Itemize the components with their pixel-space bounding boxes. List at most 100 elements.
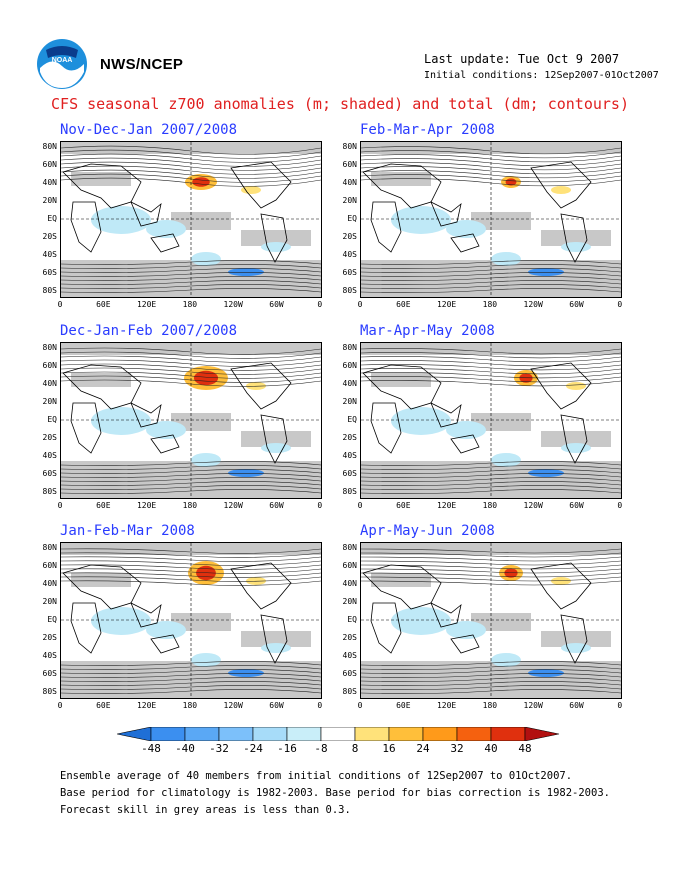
lat-tick-label: 80S — [42, 487, 57, 496]
lon-tick-label: 180 — [182, 501, 198, 510]
lat-tick-label: 40N — [42, 379, 57, 388]
lat-tick-label: 60S — [42, 268, 57, 277]
lon-tick-label: 60E — [396, 300, 411, 309]
colorbar-label: 48 — [518, 742, 532, 755]
lon-tick-label: 120W — [523, 501, 543, 510]
lon-tick-label: 60E — [96, 701, 111, 710]
lon-tick-label: 180 — [482, 701, 498, 710]
panel-title: Apr-May-Jun 2008 — [360, 523, 495, 539]
colorbar-swatch — [117, 727, 152, 741]
lon-tick-label: 60W — [569, 501, 584, 510]
lat-tick-label: 20N — [342, 597, 357, 606]
lon-tick-label: 0 — [57, 300, 63, 309]
colorbar-swatch — [218, 727, 254, 741]
lon-tick-label: 0 — [317, 300, 323, 309]
logo-text: NOAA — [52, 57, 73, 64]
lat-tick-label: 60N — [42, 361, 57, 370]
lat-tick-label: 20N — [42, 397, 57, 406]
lon-tick-label: 60W — [569, 701, 584, 710]
lon-tick-label: 0 — [317, 501, 323, 510]
lon-tick-label: 60W — [269, 701, 284, 710]
lon-tick-label: 120W — [223, 701, 243, 710]
lat-tick-label: 20N — [42, 597, 57, 606]
footer-line: Forecast skill in grey areas is less tha… — [60, 804, 351, 816]
lat-tick-label: 80S — [42, 286, 57, 295]
lat-tick-label: EQ — [47, 615, 57, 624]
lat-tick-label: 60N — [42, 160, 57, 169]
colorbar-swatch — [184, 727, 220, 741]
lat-tick-label: 40S — [342, 250, 357, 259]
lat-tick-label: 80N — [342, 142, 357, 151]
lat-tick-label: 80S — [342, 687, 357, 696]
lat-tick-label: 40S — [342, 451, 357, 460]
lat-tick-label: 40S — [42, 651, 57, 660]
lat-tick-label: 20S — [342, 633, 357, 642]
lat-tick-label: 20S — [342, 433, 357, 442]
lon-tick-label: 0 — [357, 300, 363, 309]
lon-tick-label: 0 — [357, 501, 363, 510]
lat-tick-label: EQ — [347, 615, 357, 624]
lat-tick-label: 60S — [42, 669, 57, 678]
lat-tick-label: 20S — [42, 633, 57, 642]
lat-tick-label: 20N — [342, 397, 357, 406]
lat-tick-label: 20N — [42, 196, 57, 205]
lat-tick-label: 20S — [42, 232, 57, 241]
lat-tick-label: 40N — [42, 178, 57, 187]
lat-tick-label: 40S — [42, 250, 57, 259]
colorbar-label: 24 — [416, 742, 430, 755]
anomaly-map — [60, 342, 322, 499]
lat-tick-label: EQ — [47, 214, 57, 223]
colorbar-swatch — [456, 727, 492, 741]
lon-tick-label: 120W — [223, 501, 243, 510]
lon-tick-label: 120W — [523, 701, 543, 710]
lat-tick-label: 80S — [342, 487, 357, 496]
colorbar-swatch — [252, 727, 288, 741]
colorbar-swatch — [286, 727, 322, 741]
lon-tick-label: 120W — [523, 300, 543, 309]
colorbar-label: -48 — [141, 742, 161, 755]
panel-title: Nov-Dec-Jan 2007/2008 — [60, 122, 238, 138]
lat-tick-label: 60S — [342, 469, 357, 478]
lon-tick-label: 180 — [182, 701, 198, 710]
colorbar-label: -40 — [175, 742, 195, 755]
panel-title: Feb-Mar-Apr 2008 — [360, 122, 495, 138]
lat-tick-label: 40N — [342, 178, 357, 187]
anomaly-map — [360, 141, 622, 298]
org-name: NWS/NCEP — [100, 56, 184, 73]
colorbar-label: -24 — [243, 742, 263, 755]
panel-title: Jan-Feb-Mar 2008 — [60, 523, 195, 539]
colorbar-swatch — [388, 727, 424, 741]
lon-tick-label: 120E — [136, 501, 157, 510]
lat-tick-label: EQ — [347, 415, 357, 424]
footer-line: Base period for climatology is 1982-2003… — [60, 787, 610, 799]
lat-tick-label: 60N — [342, 160, 357, 169]
lat-tick-label: 60N — [42, 561, 57, 570]
lat-tick-label: 60N — [342, 561, 357, 570]
lat-tick-label: 60S — [342, 268, 357, 277]
noaa-logo-icon: NOAA — [37, 39, 87, 89]
lon-tick-label: 0 — [57, 501, 63, 510]
colorbar — [117, 727, 560, 741]
lat-tick-label: 20S — [42, 433, 57, 442]
lon-tick-label: 60E — [396, 701, 411, 710]
lat-tick-label: 80N — [342, 543, 357, 552]
colorbar-label: 32 — [450, 742, 464, 755]
lon-tick-label: 0 — [317, 701, 323, 710]
panel-title: Mar-Apr-May 2008 — [360, 323, 495, 339]
lon-tick-label: 120E — [436, 701, 457, 710]
lat-tick-label: 40N — [342, 579, 357, 588]
lon-tick-label: 60W — [269, 300, 284, 309]
lat-tick-label: 80N — [342, 343, 357, 352]
lat-tick-label: 20N — [342, 196, 357, 205]
lat-tick-label: 80N — [42, 543, 57, 552]
lon-tick-label: 0 — [357, 701, 363, 710]
lat-tick-label: 60S — [42, 469, 57, 478]
lon-tick-label: 0 — [617, 701, 623, 710]
colorbar-label: 40 — [484, 742, 498, 755]
lat-tick-label: 80N — [42, 343, 57, 352]
lon-tick-label: 180 — [482, 501, 498, 510]
footer-line: Ensemble average of 40 members from init… — [60, 770, 573, 782]
lon-tick-label: 0 — [617, 300, 623, 309]
lat-tick-label: 40N — [342, 379, 357, 388]
lon-tick-label: 120E — [436, 501, 457, 510]
